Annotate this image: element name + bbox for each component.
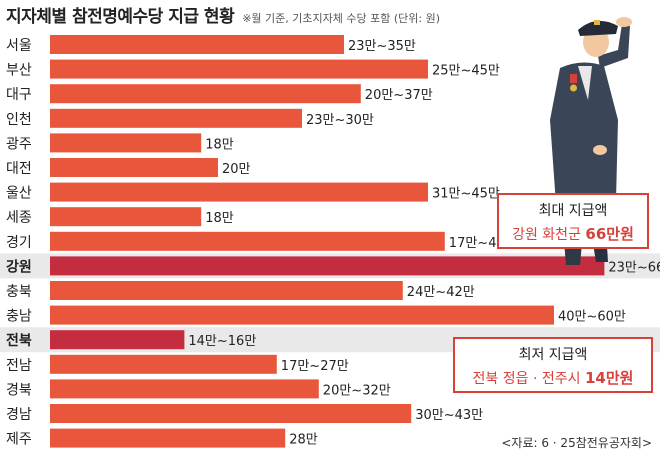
max-callout-label: 최대 지급액 — [538, 203, 608, 219]
bar-12 — [50, 330, 185, 350]
bar-6 — [50, 182, 428, 202]
bar-8 — [50, 231, 445, 251]
source-note: <자료: 6 · 25참전유공자회> — [501, 436, 652, 450]
bar-3 — [50, 108, 302, 128]
category-label-2: 대구 — [6, 87, 32, 103]
bar-0 — [50, 35, 344, 54]
value-label-9: 23만~66만 — [608, 260, 660, 275]
value-label-1: 25만~45만 — [432, 64, 500, 79]
max-callout-detail: 강원 화천군 66만원 — [499, 223, 647, 244]
min-callout-detail: 전북 정읍 · 전주시 14만원 — [455, 367, 651, 388]
category-label-5: 대전 — [6, 161, 32, 177]
category-label-7: 세종 — [6, 210, 32, 226]
category-label-1: 부산 — [6, 63, 32, 79]
bar-11 — [50, 305, 554, 325]
bar-5 — [50, 158, 218, 177]
max-callout-place: 강원 화천군 — [512, 227, 581, 243]
category-label-15: 경남 — [6, 407, 32, 423]
value-label-14: 20만~32만 — [323, 383, 391, 398]
category-label-10: 충북 — [6, 284, 32, 300]
max-callout-amount: 66만원 — [585, 225, 634, 243]
value-label-13: 17만~27만 — [281, 359, 349, 374]
chart-title: 지자체별 참전명예수당 지급 현황 ※월 기준, 기초지자체 수당 포함 (단위:… — [6, 2, 440, 27]
min-callout-amount: 14만원 — [584, 369, 634, 387]
bar-16 — [50, 428, 286, 448]
value-label-11: 40만~60만 — [558, 310, 626, 325]
min-payment-callout: 최저 지급액 전북 정읍 · 전주시 14만원 — [453, 337, 653, 393]
value-label-16: 28만 — [289, 433, 318, 448]
value-label-4: 18만 — [205, 137, 234, 152]
max-payment-callout: 최대 지급액 강원 화천군 66만원 — [497, 193, 649, 249]
chart-note: ※월 기준, 기초지자체 수당 포함 (단위: 원) — [242, 12, 440, 25]
category-label-12: 전북 — [6, 332, 32, 349]
chart-title-text: 지자체별 참전명예수당 지급 현황 — [6, 7, 235, 27]
value-label-15: 30만~43만 — [415, 408, 483, 423]
value-label-0: 23만~35만 — [348, 39, 416, 54]
value-label-7: 18만 — [205, 211, 234, 226]
bar-13 — [50, 354, 277, 374]
value-label-5: 20만 — [222, 162, 251, 177]
value-label-10: 24만~42만 — [407, 285, 475, 300]
bar-7 — [50, 207, 202, 227]
value-label-2: 20만~37만 — [365, 88, 433, 103]
category-label-4: 광주 — [6, 136, 32, 152]
category-label-9: 강원 — [6, 258, 32, 275]
category-label-6: 울산 — [6, 186, 32, 202]
category-label-11: 충남 — [6, 309, 32, 325]
category-label-14: 경북 — [6, 382, 32, 398]
value-label-3: 23만~30만 — [306, 113, 374, 128]
value-label-6: 31만~45만 — [432, 187, 500, 202]
bar-1 — [50, 59, 428, 79]
category-label-0: 서울 — [6, 38, 32, 54]
value-label-12: 14만~16만 — [188, 334, 256, 349]
min-callout-place: 전북 정읍 · 전주시 — [472, 371, 581, 387]
bar-4 — [50, 133, 202, 153]
category-label-13: 전남 — [6, 358, 32, 374]
bar-10 — [50, 281, 403, 300]
bar-2 — [50, 84, 361, 104]
bar-14 — [50, 379, 319, 399]
category-label-3: 인천 — [6, 112, 32, 128]
category-label-16: 제주 — [6, 432, 32, 448]
min-callout-label: 최저 지급액 — [518, 347, 588, 363]
category-label-8: 경기 — [6, 235, 32, 251]
bar-9 — [50, 256, 605, 276]
bar-15 — [50, 404, 412, 423]
